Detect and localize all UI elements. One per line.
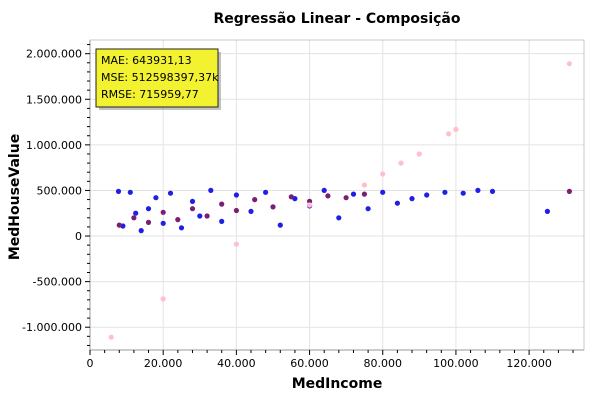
data-point <box>442 189 448 195</box>
y-axis-ticks: -1.000.000 -500.000 0 500.000 1.000.000 1.500… <box>22 44 90 346</box>
axes <box>89 39 585 351</box>
y-tick-label: 500.000 <box>37 184 83 197</box>
data-point <box>219 218 225 224</box>
data-point <box>446 131 452 137</box>
y-tick-label: 2.000.000 <box>26 48 82 61</box>
x-tick-label: 20.000 <box>144 357 183 370</box>
x-tick-label: 60.000 <box>290 357 329 370</box>
metrics-box: MAE: 643931,13 MSE: 512598397,37k RMSE: … <box>95 48 221 110</box>
data-point <box>307 198 313 204</box>
x-axis-ticks: 0 20.000 40.000 60.000 80.000 100.000 120.000 <box>87 350 574 370</box>
data-point <box>343 195 349 201</box>
y-tick-label: 1.000.000 <box>26 139 82 152</box>
data-point <box>416 151 422 157</box>
x-tick-label: 40.000 <box>217 357 256 370</box>
data-points <box>108 61 573 340</box>
y-tick-label: -1.000.000 <box>22 321 82 334</box>
series-0 <box>115 187 551 234</box>
y-tick-label: -500.000 <box>33 276 82 289</box>
data-point <box>489 188 496 194</box>
data-point <box>409 196 415 202</box>
metric-mse: MSE: 512598397,37k <box>101 71 219 84</box>
data-point <box>288 194 294 200</box>
data-point <box>380 171 386 177</box>
plot-border <box>89 39 585 351</box>
x-tick-label: 100.000 <box>433 357 479 370</box>
data-point <box>233 241 239 247</box>
y-axis-title: MedHouseValue <box>7 134 23 260</box>
data-point <box>219 201 225 207</box>
data-point <box>544 208 551 214</box>
data-point <box>453 126 459 132</box>
data-point <box>365 206 371 212</box>
data-point <box>475 187 481 193</box>
x-axis-title: MedIncome <box>292 376 383 392</box>
data-point <box>321 187 327 193</box>
data-point <box>566 61 573 67</box>
data-point <box>380 189 386 195</box>
metrics-box-background <box>95 48 219 108</box>
series-1 <box>116 188 573 228</box>
metric-mae: MAE: 643931,13 <box>101 54 192 67</box>
data-point <box>178 225 185 231</box>
data-point <box>108 334 114 340</box>
data-point <box>189 206 196 212</box>
data-point <box>361 191 367 197</box>
data-point <box>138 228 144 234</box>
y-tick-label: 1.500.000 <box>26 93 82 106</box>
data-point <box>145 219 152 225</box>
data-point <box>133 210 139 216</box>
y-tick-label: 0 <box>75 230 82 243</box>
data-point <box>277 222 283 228</box>
data-point <box>270 204 276 210</box>
data-point <box>145 206 152 212</box>
data-point <box>153 195 159 201</box>
x-tick-label: 0 <box>87 357 94 370</box>
data-point <box>566 188 573 194</box>
series-2 <box>108 61 573 340</box>
chart-title: Regressão Linear - Composição <box>213 11 460 27</box>
metric-rmse: RMSE: 715959,77 <box>101 88 199 101</box>
data-point <box>263 189 269 195</box>
data-point <box>398 160 404 166</box>
data-point <box>208 187 214 193</box>
data-point <box>131 215 137 221</box>
data-point <box>197 213 203 219</box>
data-point <box>325 193 331 199</box>
x-tick-label: 80.000 <box>363 357 402 370</box>
data-point <box>189 198 196 204</box>
data-point <box>160 220 166 226</box>
data-point <box>116 222 122 228</box>
data-point <box>248 208 254 214</box>
data-point <box>115 188 122 194</box>
data-point <box>160 296 166 302</box>
data-point <box>252 197 258 203</box>
data-point <box>307 202 313 208</box>
x-tick-label: 120.000 <box>506 357 552 370</box>
data-point <box>127 189 133 195</box>
data-point <box>160 209 166 215</box>
data-point <box>204 213 210 219</box>
data-point <box>233 207 239 214</box>
data-point <box>167 190 174 196</box>
data-point <box>394 200 400 206</box>
data-point <box>460 190 466 196</box>
data-point <box>233 192 239 198</box>
data-point <box>350 191 357 197</box>
data-point <box>336 215 342 221</box>
data-point <box>424 192 430 198</box>
data-point <box>361 182 367 188</box>
data-point <box>175 217 181 223</box>
